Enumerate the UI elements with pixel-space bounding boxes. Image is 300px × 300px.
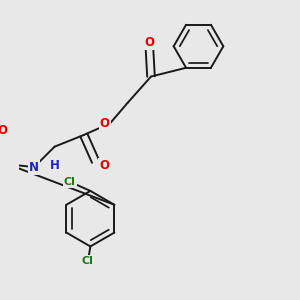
Text: N: N [29, 160, 39, 174]
Text: H: H [50, 159, 59, 172]
Text: Cl: Cl [64, 177, 76, 187]
Text: O: O [99, 159, 109, 172]
Text: Cl: Cl [82, 256, 93, 266]
Text: O: O [0, 124, 7, 137]
Text: O: O [145, 36, 154, 50]
Text: O: O [100, 117, 110, 130]
